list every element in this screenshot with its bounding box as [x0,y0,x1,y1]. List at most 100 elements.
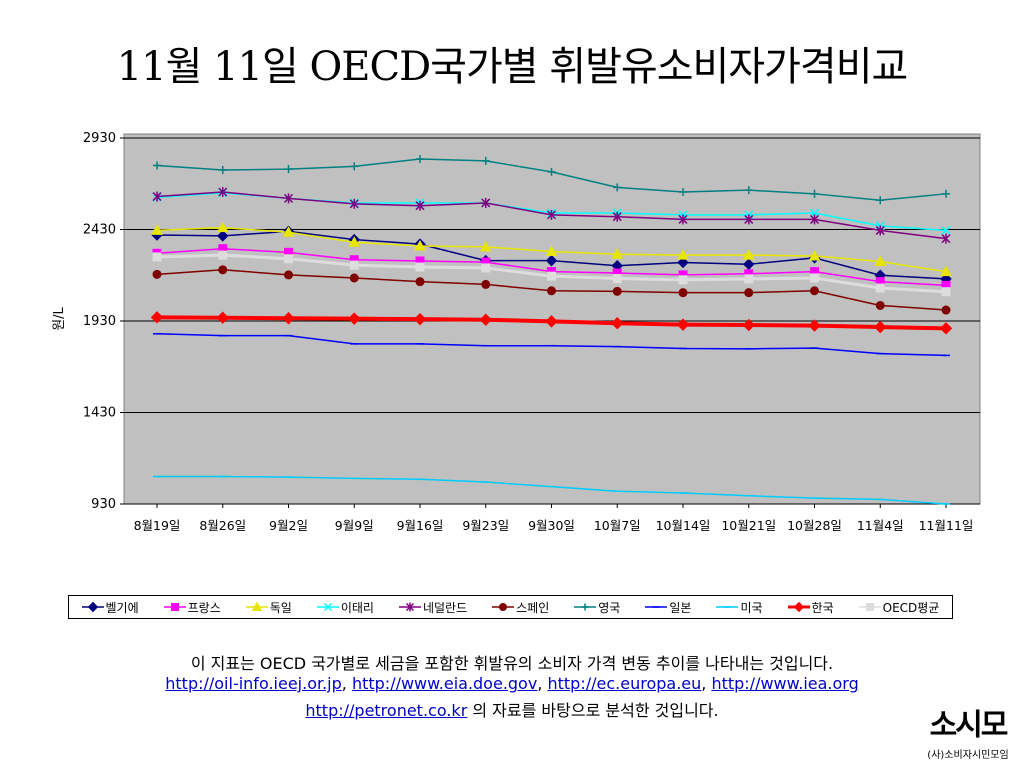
link-separator: , [341,674,352,693]
data-point [942,189,950,198]
data-point [150,311,164,324]
data-point [481,197,491,208]
data-point [152,252,162,262]
data-point [874,255,887,267]
series-영국 [153,155,950,205]
data-point [875,283,885,293]
data-point [612,286,622,296]
data-point [414,239,426,251]
data-point [481,263,491,273]
link-eia[interactable]: http://www.eia.doe.gov [351,674,538,693]
legend-item: OECD평균 [858,599,940,616]
x-tick-label: 8월26일 [199,518,246,533]
link-ieej[interactable]: http://oil-info.ieej.or.jp [165,674,342,693]
data-point [677,249,689,260]
data-point [941,233,951,244]
data-point [940,265,952,277]
data-point [875,300,885,310]
data-point [808,250,821,261]
data-point [875,225,885,236]
x-tick-label: 9월30일 [528,518,575,533]
legend-label: 한국 [811,600,834,615]
data-point [284,270,293,280]
data-point [546,209,557,220]
data-point [678,214,688,225]
x-tick-label: 10월7일 [594,518,641,533]
data-point [218,186,228,197]
legend-item: 한국 [787,599,834,616]
data-point [481,156,490,165]
legend-item: 일본 [645,599,691,616]
data-point [218,166,227,175]
description-text: 이 지표는 OECD 국가별로 세금을 포함한 휘발유의 소비자 가격 변동 추… [190,654,834,673]
legend-swatch [716,606,739,608]
data-point [612,274,622,284]
data-point [216,221,229,233]
data-point [613,183,622,192]
series-네덜란드 [152,186,951,244]
data-point [744,214,754,225]
link-separator: , [701,674,712,693]
x-tick-label: 10월21일 [721,518,776,533]
legend-swatch [574,603,597,611]
x-tick-label: 9월9일 [335,518,374,533]
description-line-2: http://oil-info.ieej.or.jp, http://www.e… [60,674,964,693]
data-point [742,249,755,260]
legend-label: 네덜란드 [422,600,468,615]
data-point [282,312,295,325]
legend-label: 미국 [740,600,763,615]
data-point [744,186,753,195]
data-point [611,248,624,259]
data-point [218,265,228,275]
legend-label: 이태리 [340,600,374,615]
legend-item: 미국 [716,599,763,616]
data-point [153,161,161,170]
y-tick-label: 1430 [83,406,116,421]
data-point [743,258,755,270]
legend-swatch [316,602,339,612]
data-point [547,286,556,296]
data-point [678,288,688,298]
logo-text: (사)소비자시민모임 [927,750,1009,761]
y-tick-label: 2430 [83,223,116,238]
data-point [744,274,754,284]
x-tick-label: 10월28일 [787,518,842,533]
data-point [545,245,558,256]
page-title: 11월 11일 OECD국가별 휘발유소비자가격비교 [116,44,909,90]
data-point [941,225,951,235]
data-point [152,191,162,202]
data-point [810,189,819,198]
data-point [876,196,885,205]
link-separator: , [537,674,548,693]
legend-label: OECD평균 [882,600,940,615]
legend-label: 프랑스 [187,600,221,615]
data-point [678,275,688,285]
legend-item: 네덜란드 [398,599,468,616]
series-프랑스 [152,244,951,290]
data-point [939,322,953,335]
x-tick-label: 8월19일 [134,518,181,533]
data-point [284,165,293,174]
link-petronet[interactable]: http://petronet.co.kr [305,701,468,720]
series-미국 [153,475,950,505]
data-point [217,230,229,242]
data-point [479,240,492,252]
y-axis-label: 원/L [52,306,67,330]
y-tick-label: 2930 [83,131,116,146]
link-iea[interactable]: http://www.iea.org [711,674,859,693]
data-point [808,319,821,332]
link-europa[interactable]: http://ec.europa.eu [547,674,702,693]
description-line-1: 이 지표는 OECD 국가별로 세금을 포함한 휘발유의 소비자 가격 변동 추… [60,650,964,674]
data-point [676,318,690,331]
description-line-3: http://petronet.co.kr 의 자료를 바탕으로 분석한 것입니… [60,697,964,721]
legend-label: 일본 [669,600,692,615]
series-독일 [151,221,952,277]
x-tick-label: 9월23일 [462,518,509,533]
legend-item: 스페인 [492,599,549,616]
data-point [416,155,424,164]
legend-swatch [163,603,186,611]
data-point [283,193,294,204]
data-point [545,315,558,328]
x-tick-label: 11월4일 [857,518,904,533]
x-tick-label: 10월14일 [656,518,711,533]
